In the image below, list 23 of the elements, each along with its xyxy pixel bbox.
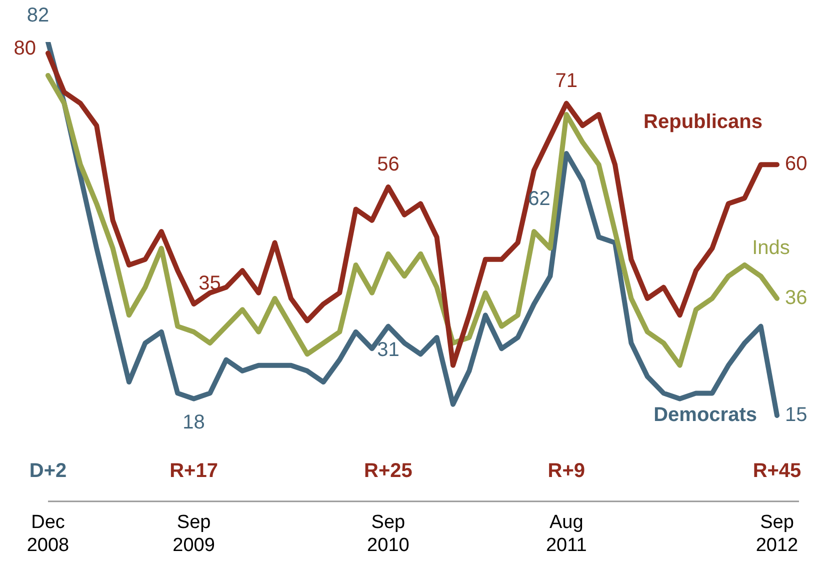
text: R+9 (548, 460, 586, 482)
x-tick-label: Aug 2011 (546, 512, 587, 556)
data-label: 80 (14, 38, 36, 60)
data-label: 31 (377, 338, 400, 361)
x-tick-label: Sep 2009 (172, 512, 215, 556)
series-label: Inds (752, 236, 790, 259)
text: R+17 (170, 460, 218, 482)
data-label: 36 (785, 286, 808, 309)
text: D+2 (29, 460, 67, 482)
series-label: Republicans (644, 111, 762, 134)
data-label: 62 (528, 188, 550, 210)
text: R+45 (752, 460, 802, 482)
text: R+25 (364, 460, 412, 482)
data-label: 18 (182, 411, 205, 434)
x-tick-label: Sep 2012 (756, 512, 798, 556)
data-label: 60 (785, 153, 808, 176)
x-tick-label: Dec 2008 (26, 512, 70, 556)
data-label: 56 (377, 153, 400, 176)
x-tick-label: Sep 2010 (367, 512, 410, 556)
data-label: 71 (555, 70, 578, 92)
series-label: Democrats (654, 404, 757, 426)
data-label: 82 (26, 4, 50, 27)
data-label: 15 (785, 404, 808, 426)
